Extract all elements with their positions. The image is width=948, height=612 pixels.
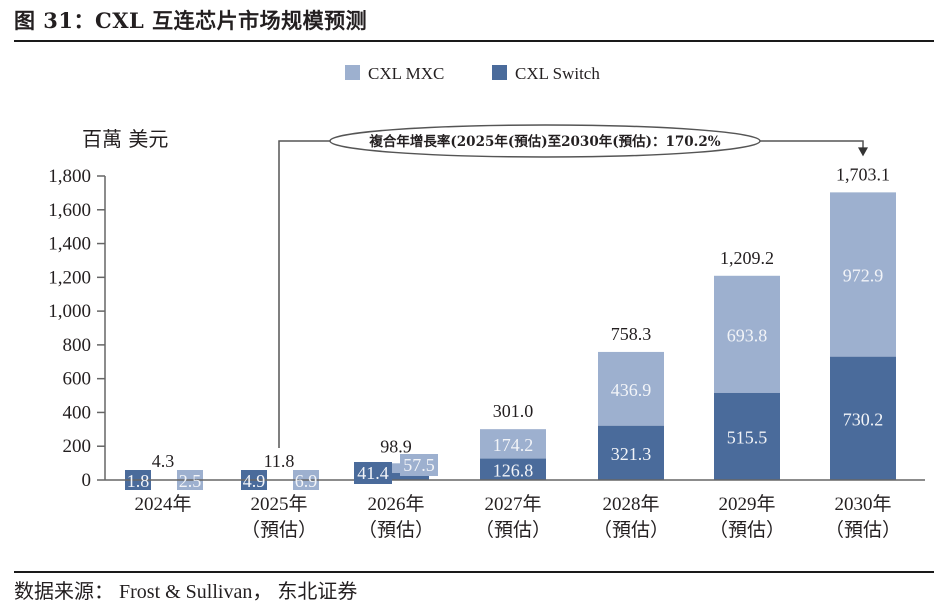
chart: CXL MXC CXL Switch 百萬 美元 0 200 400 600 800 1,… [48,64,925,541]
y-tick-label: 1,200 [48,267,91,288]
axes: 0 200 400 600 800 1,000 1,200 1,400 1,600 1,800 [48,166,106,491]
bar-segment-cxl-switch [598,425,664,480]
source-note: 数据来源： Frost & Sullivan， 东北证券 [14,581,358,603]
segment-label-box-cxl-mxc [400,454,438,476]
x-category-sublabel: （預估） [241,519,317,541]
x-category-label: 2025年 [250,493,307,515]
y-tick-label: 1,600 [48,200,91,221]
segment-label-cxl-switch: 515.5 [727,427,768,447]
legend-label-switch: CXL Switch [515,64,600,83]
segment-label-cxl-switch: 4.9 [243,471,266,491]
cagr-connector-left [278,140,330,449]
title-rule [14,40,934,42]
bar-segment-cxl-mxc [480,429,546,459]
x-category-sublabel: （預估） [709,519,785,541]
y-tick-label: 0 [82,470,92,491]
cagr-connector-right [760,140,864,149]
cagr-ellipse [329,124,761,158]
segment-label-cxl-switch: 1.8 [127,471,150,491]
bar-segment-cxl-switch [363,473,429,480]
segment-label-cxl-mxc: 693.8 [727,325,768,345]
bar-segment-cxl-switch [830,356,896,480]
bar-segment-cxl-switch [480,458,546,480]
legend-label-mxc: CXL MXC [368,64,444,83]
x-category-sublabel: （預估） [475,519,551,541]
y-tick-label: 1,800 [48,166,91,187]
y-tick-label: 1,400 [48,234,91,255]
x-category-label: 2024年 [134,493,191,515]
total-label: 758.3 [611,324,652,344]
x-category-label: 2030年 [834,493,891,515]
y-tick-label: 1,000 [48,301,91,322]
total-label: 1,703.1 [836,164,890,184]
x-category-label: 2029年 [718,493,775,515]
x-category-sublabel: （預估） [825,519,901,541]
y-tick-label: 800 [63,335,92,356]
segment-label-cxl-switch: 126.8 [493,460,534,480]
x-category-sublabel: （預估） [358,519,434,541]
segment-label-box-cxl-switch [354,462,392,484]
total-label: 4.3 [152,451,175,471]
bar-segment-cxl-mxc [363,463,429,474]
source-rule [14,571,934,573]
segment-label-cxl-switch: 730.2 [843,409,884,429]
segment-label-cxl-mxc: 2.5 [179,471,202,491]
segment-label-cxl-mxc: 6.9 [295,471,318,491]
bars [105,192,925,490]
y-tick-label: 200 [63,436,92,457]
cagr-text: 複合年增長率(2025年(預估)至2030年(預估)：170.2% [368,133,720,150]
bar-segment-cxl-mxc [830,192,896,357]
segment-label-cxl-mxc: 972.9 [843,266,884,286]
x-category-sublabel: （預估） [593,519,669,541]
cagr-arrow-icon [858,147,868,157]
segment-label-cxl-mxc: 57.5 [403,455,435,475]
segment-label-cxl-mxc: 174.2 [493,435,534,455]
bar-segment-cxl-mxc [598,351,664,426]
segment-label-cxl-switch: 41.4 [357,463,389,483]
figure-title: 图 31：CXL 互连芯片市场规模预测 [14,8,368,33]
legend-swatch-switch [492,65,507,80]
y-axis-unit: 百萬 美元 [82,127,168,151]
x-category-label: 2027年 [484,493,541,515]
total-label: 1,209.2 [720,248,774,268]
bar-segment-cxl-switch [714,392,780,480]
legend: CXL MXC CXL Switch [345,64,600,83]
total-label: 11.8 [264,451,295,471]
x-category-label: 2028年 [602,493,659,515]
total-label: 98.9 [380,436,412,456]
cagr-annotation: 複合年增長率(2025年(預估)至2030年(預估)：170.2% [278,124,868,449]
data-labels: 1.8 2.54.3 2024年 4.9 6.911.8 2025年 （預估） 41.4 57.… [127,164,901,541]
y-tick-label: 400 [63,402,92,423]
segment-label-cxl-mxc: 436.9 [611,380,652,400]
y-tick-label: 600 [63,369,92,390]
segment-label-cxl-switch: 321.3 [611,444,652,464]
legend-swatch-mxc [345,65,360,80]
bar-segment-cxl-mxc [714,275,780,393]
total-label: 301.0 [493,401,534,421]
x-category-label: 2026年 [367,493,424,515]
